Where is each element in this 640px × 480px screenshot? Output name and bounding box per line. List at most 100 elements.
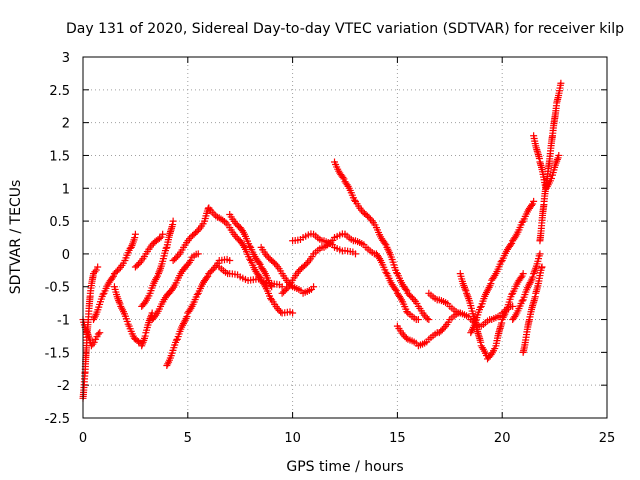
data-point: [339, 173, 347, 181]
data-point: [363, 212, 371, 220]
data-point: [399, 331, 407, 339]
data-point: [269, 258, 277, 266]
data-point: [478, 344, 486, 352]
data-point: [302, 260, 310, 268]
data-point: [490, 273, 498, 281]
data-point: [169, 217, 177, 225]
x-tick-label: 10: [284, 431, 301, 446]
data-point: [310, 283, 318, 291]
x-tick-label: 25: [599, 431, 616, 446]
data-point: [511, 313, 519, 321]
data-point: [381, 239, 389, 247]
data-point: [517, 273, 525, 281]
data-point: [425, 316, 433, 324]
chart-title: Day 131 of 2020, Sidereal Day-to-day VTE…: [66, 21, 624, 37]
data-point: [94, 330, 102, 338]
data-point: [507, 241, 515, 249]
data-point: [92, 266, 100, 274]
data-point: [365, 213, 373, 221]
data-point: [186, 235, 194, 243]
y-tick-label: 0.5: [49, 215, 70, 230]
data-point: [141, 332, 149, 340]
data-point: [526, 279, 534, 287]
data-point: [529, 273, 537, 281]
data-point: [385, 247, 393, 255]
data-point: [271, 259, 279, 267]
data-point: [407, 292, 415, 300]
data-point: [497, 258, 505, 266]
data-point: [263, 252, 271, 260]
data-point: [180, 318, 188, 326]
data-point: [193, 291, 201, 299]
plot-frame: [82, 56, 608, 419]
y-tick-label: 1: [62, 182, 70, 197]
data-point: [555, 151, 563, 159]
data-point: [172, 336, 180, 344]
data-point: [156, 234, 164, 242]
y-axis-label: SDTVAR / TECUs: [8, 180, 24, 295]
data-point: [509, 302, 517, 310]
data-points: [79, 79, 565, 402]
data-point: [423, 315, 431, 323]
data-point: [112, 268, 120, 276]
data-point: [278, 283, 286, 291]
data-point: [171, 255, 179, 263]
data-point: [280, 288, 288, 296]
data-point: [402, 334, 410, 342]
data-point: [192, 229, 200, 237]
data-point: [281, 287, 289, 295]
data-point: [153, 274, 161, 282]
data-point: [113, 267, 121, 275]
data-point: [133, 262, 141, 270]
data-point: [382, 268, 390, 276]
data-point: [246, 255, 254, 263]
x-tick-label: 20: [494, 431, 511, 446]
data-point: [295, 267, 303, 275]
x-tick-label: 5: [184, 431, 192, 446]
x-tick-label: 0: [79, 431, 87, 446]
data-point: [301, 262, 309, 270]
data-point: [155, 268, 163, 276]
data-point: [289, 309, 297, 317]
data-point: [557, 79, 565, 87]
data-point: [538, 263, 546, 271]
data-point: [528, 201, 536, 209]
y-tick-label: 2.5: [49, 84, 70, 99]
data-point: [96, 329, 104, 337]
data-point: [476, 303, 484, 311]
y-tick-label: -2.5: [45, 412, 70, 427]
data-point: [134, 260, 142, 268]
data-point: [518, 218, 526, 226]
data-point: [463, 289, 471, 297]
data-point: [226, 256, 234, 264]
data-point: [460, 283, 468, 291]
data-point: [232, 219, 240, 227]
data-point: [351, 250, 359, 258]
data-point: [267, 281, 275, 289]
data-point: [246, 242, 254, 250]
data-point: [553, 155, 561, 163]
data-point: [148, 241, 156, 249]
data-point: [94, 263, 102, 271]
y-tick-label: 1.5: [49, 149, 70, 164]
data-point: [536, 250, 544, 258]
data-point: [391, 285, 399, 293]
data-point: [203, 274, 211, 282]
data-point: [91, 268, 99, 276]
data-point: [255, 259, 263, 267]
data-point: [519, 270, 527, 278]
data-point: [90, 338, 98, 346]
data-point: [138, 340, 146, 348]
data-point: [553, 157, 561, 165]
data-point: [131, 230, 139, 238]
data-point: [115, 297, 123, 305]
data-point: [530, 268, 538, 276]
data-point: [108, 274, 116, 282]
data-point: [402, 285, 410, 293]
data-point: [186, 306, 194, 314]
data-point: [159, 230, 167, 238]
data-point: [172, 254, 180, 262]
data-point: [238, 227, 246, 235]
data-point: [484, 285, 492, 293]
y-tick-label: -0.5: [45, 281, 70, 296]
